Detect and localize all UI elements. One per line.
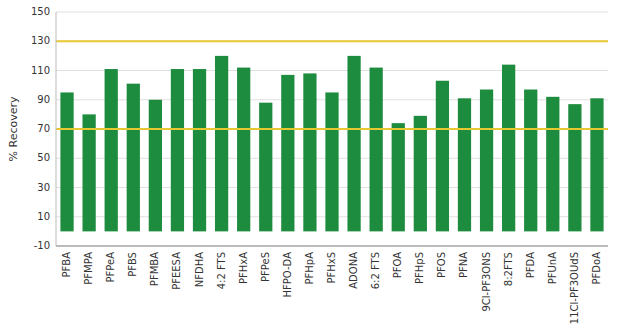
bar [281,75,294,231]
bar [193,69,206,231]
bar [82,114,95,231]
y-axis: -10 10 30 50 70 90 110 130 150 [31,6,50,251]
x-tick-label: 4:2 FTS [216,252,227,289]
grid-line [56,70,608,71]
bar [392,123,405,231]
x-tick-label: PFOS [436,252,447,278]
bar [105,69,118,231]
x-tick-label: ADONA [348,252,359,289]
bar [149,100,162,232]
x-tick-label: PFEESA [171,252,182,290]
y-axis-line [56,12,57,246]
reference-lines [56,41,608,129]
x-tick-label: 9Cl-PF3ONS [481,252,492,312]
y-tick-label: -10 [34,240,50,251]
x-tick-label: PFHpS [414,252,425,284]
chart-svg: -10 10 30 50 70 90 110 130 150 PFBA PFMPA PFPeA PFBS… [0,0,620,330]
bar [215,56,228,232]
bar [325,92,338,231]
x-tick-label: PFUnA [547,252,558,284]
bar [436,81,449,232]
x-tick-label: PFHpA [304,252,315,285]
bar [171,69,184,231]
bar [524,90,537,232]
y-tick-label: 50 [37,152,50,163]
x-tick-label: PFMBA [149,252,160,286]
y-tick-label: 130 [31,35,50,46]
x-tick-label: 8:2FTS [503,252,514,286]
x-tick-label: PFBS [127,252,138,277]
x-tick-label: 11Cl-PF3OUdS [569,252,580,324]
bar [259,103,272,232]
bar [60,92,73,231]
bar [414,116,427,232]
y-axis-label: % Recovery [7,96,20,161]
x-tick-label: PFPeA [105,252,116,283]
y-tick-label: 30 [37,182,50,193]
bar [237,68,250,232]
bar [127,84,140,232]
reference-line [56,128,608,130]
grid-line [56,129,608,130]
x-tick-label: PFHxS [326,252,337,284]
x-tick-label: PFDA [525,252,536,278]
x-tick-label: PFBA [61,252,72,278]
x-tick-label: 6:2 FTS [370,252,381,289]
grid-line [56,12,608,13]
bar [458,98,471,231]
y-tick-label: 150 [31,6,50,17]
bar [502,65,515,232]
grid-line [56,246,608,247]
x-tick-label: PFOA [392,252,403,278]
x-tick-label: PFMPA [83,252,94,285]
y-tick-label: 110 [31,65,50,76]
x-tick-label: PFDoA [591,252,602,285]
x-tick-label: PFNA [458,252,469,278]
y-tick-label: 70 [37,123,50,134]
bar [347,56,360,232]
chart-container: -10 10 30 50 70 90 110 130 150 PFBA PFMPA PFPeA PFBS… [0,0,620,330]
x-tick-label: NFDHA [194,252,205,287]
bar [590,98,603,231]
grid-line [56,41,608,42]
y-tick-label: 90 [37,94,50,105]
x-tick-label: HFPO-DA [282,252,293,298]
bar [480,90,493,232]
x-tick-label: PFHxA [238,252,249,284]
grid [56,12,608,246]
bar [303,73,316,231]
x-axis: PFBA PFMPA PFPeA PFBS PFMBA PFEESA NFDHA 4:2 FT… [61,252,602,324]
bar [370,68,383,232]
x-axis-line [56,246,608,247]
y-tick-label: 10 [37,211,50,222]
bars [60,56,603,232]
bar [546,97,559,232]
reference-line [56,40,608,42]
bar [568,104,581,231]
x-tick-label: PFPeS [260,252,271,282]
